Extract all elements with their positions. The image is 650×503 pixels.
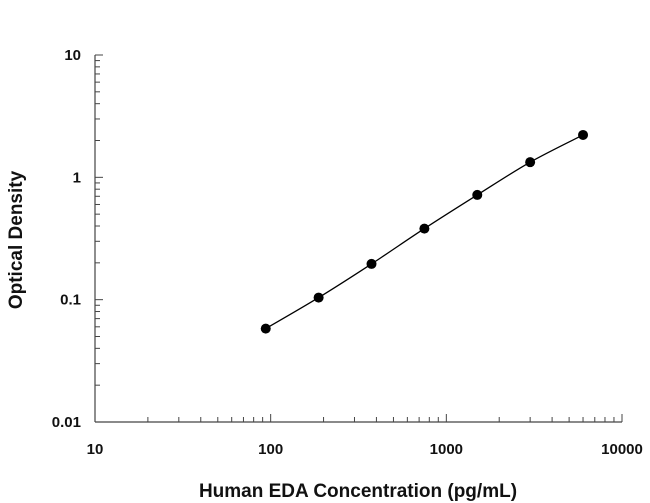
data-point xyxy=(366,258,377,269)
y-tick-label: 0.1 xyxy=(60,292,81,309)
y-tick-label: 0.01 xyxy=(52,414,81,431)
tick-labels: 10 100 1000 10000 0.01 0.1 1 10 xyxy=(52,47,643,458)
data-point xyxy=(472,189,483,200)
y-tick-label: 10 xyxy=(64,47,81,64)
data-point xyxy=(260,323,271,334)
y-tick-label: 1 xyxy=(73,169,81,186)
ticks xyxy=(94,54,623,423)
axes xyxy=(94,55,622,423)
x-axis-title: Human EDA Concentration (pg/mL) xyxy=(199,481,517,502)
x-tick-label: 10 xyxy=(87,441,104,458)
x-tick-label: 100 xyxy=(258,441,283,458)
data-point xyxy=(525,157,536,168)
y-axis-title: Optical Density xyxy=(6,170,27,309)
x-tick-label: 1000 xyxy=(430,441,463,458)
data-point xyxy=(313,292,324,303)
data-point xyxy=(578,129,589,140)
data-point xyxy=(419,223,430,234)
x-tick-label: 10000 xyxy=(601,441,643,458)
data-points xyxy=(260,129,589,334)
